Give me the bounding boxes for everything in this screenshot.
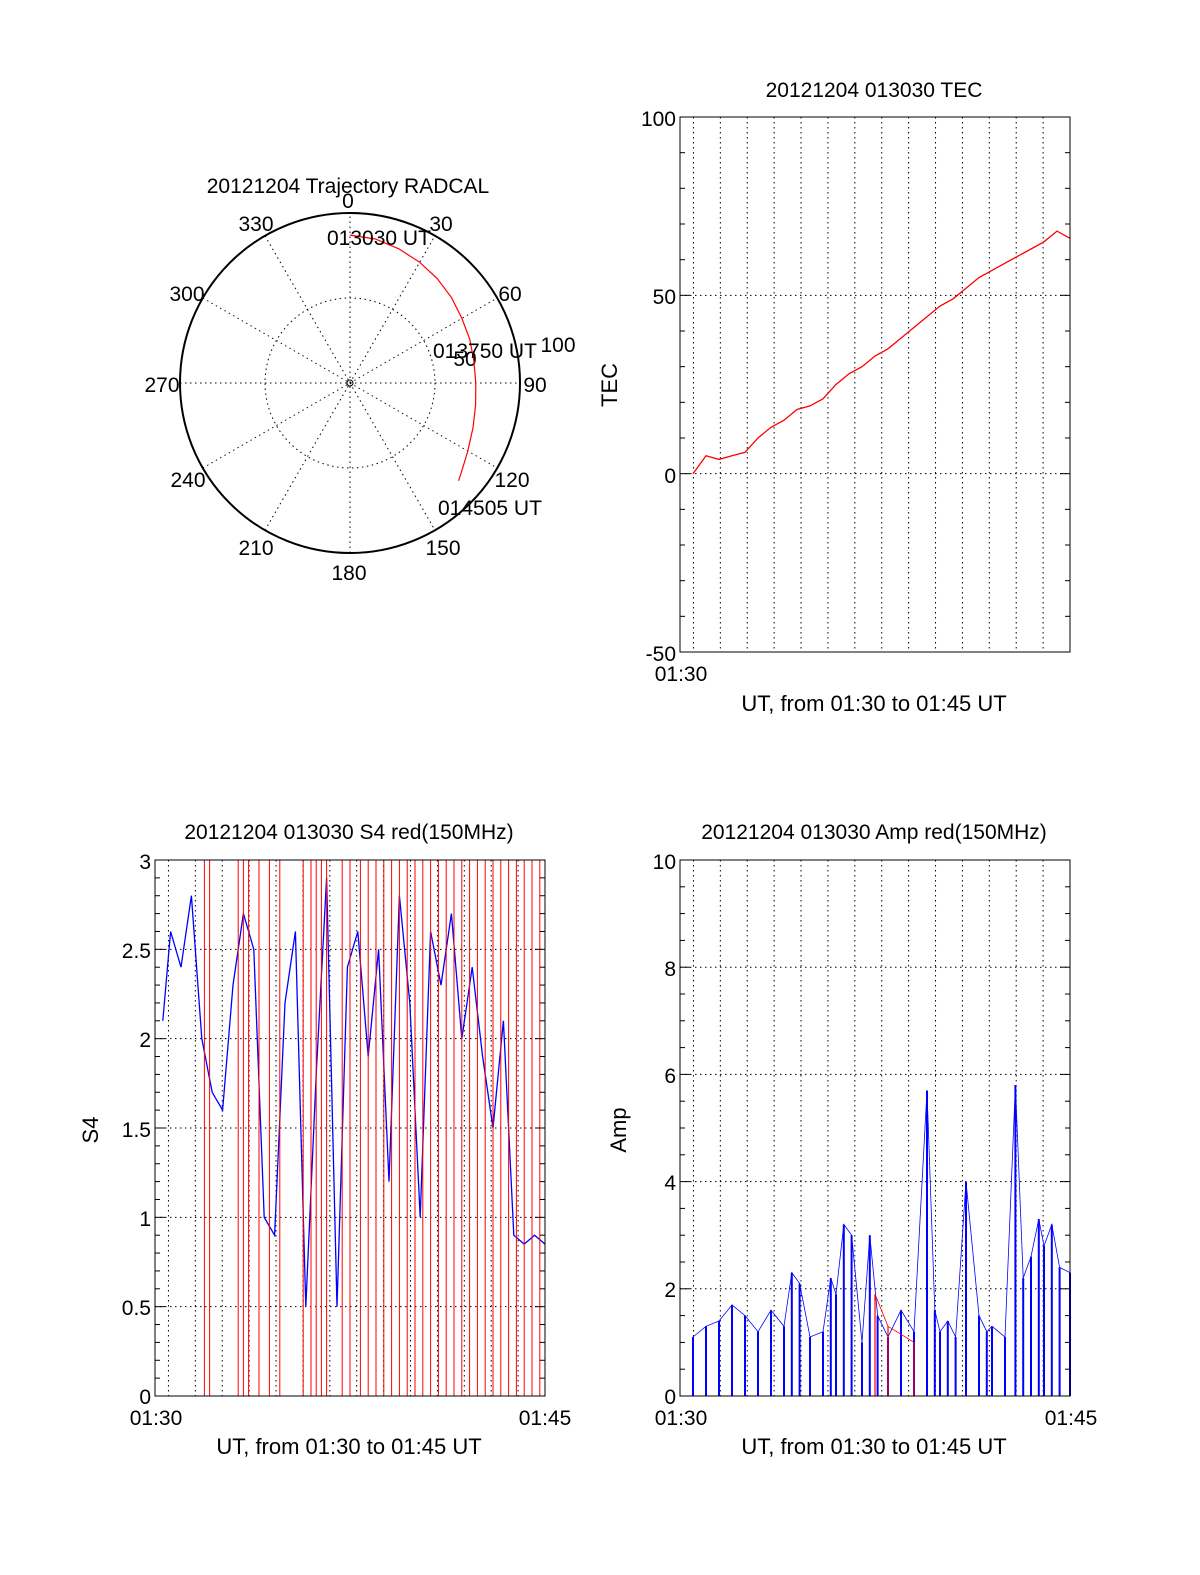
amp-ytick-10: 10 [653, 851, 676, 874]
polar-track [349, 234, 477, 481]
angle-tick-300: 300 [169, 283, 204, 306]
tec-ticks [680, 116, 1070, 653]
amp-series-line-1 [874, 1294, 915, 1343]
amp-ylabel: Amp [606, 1107, 631, 1152]
s4-ylabel: S4 [78, 1117, 103, 1144]
angle-tick-180: 180 [331, 562, 366, 585]
amp-title: 20121204 013030 Amp red(150MHz) [701, 821, 1047, 844]
amp-ytick-2: 2 [664, 1279, 676, 1302]
s4-ytick-1-5: 1.5 [122, 1119, 151, 1142]
angle-tick-150: 150 [425, 537, 460, 560]
angle-tick-60: 60 [498, 283, 521, 306]
amp-ytick-6: 6 [664, 1065, 676, 1088]
amp-plot: 20121204 013030 Amp red(150MHz) 0 2 4 6 … [606, 821, 1097, 1459]
s4-ytick-2-5: 2.5 [122, 940, 151, 963]
angle-tick-30: 30 [429, 213, 452, 236]
tec-series [692, 230, 1071, 475]
tec-ytick-neg50: -50 [646, 643, 676, 666]
s4-title: 20121204 013030 S4 red(150MHz) [184, 821, 513, 844]
annotation-start-time: 013030 UT [327, 227, 431, 250]
s4-series-line-0 [162, 877, 546, 1307]
amp-xtick-0145: 01:45 [1045, 1407, 1098, 1430]
angle-tick-330: 330 [238, 213, 273, 236]
amp-series-line-0 [692, 1085, 1071, 1343]
s4-xlabel: UT, from 01:30 to 01:45 UT [216, 1434, 481, 1459]
tec-ytick-0: 0 [664, 465, 676, 488]
tec-title: 20121204 013030 TEC [766, 79, 983, 102]
amp-series [692, 1085, 1071, 1396]
s4-ytick-3: 3 [139, 851, 151, 874]
annotation-end-time: 014505 UT [438, 497, 542, 520]
s4-ytick-0-5: 0.5 [122, 1297, 151, 1320]
amp-xlabel: UT, from 01:30 to 01:45 UT [741, 1434, 1006, 1459]
polar-title: 20121204 Trajectory RADCAL [207, 175, 490, 198]
angle-tick-90: 90 [523, 374, 546, 397]
s4-xtick-0145: 01:45 [519, 1407, 572, 1430]
tec-grid [680, 117, 1070, 652]
tec-ytick-100: 100 [641, 108, 676, 131]
s4-ytick-0: 0 [139, 1386, 151, 1409]
tec-xtick-0130: 01:30 [655, 663, 708, 686]
tec-xlabel: UT, from 01:30 to 01:45 UT [741, 691, 1006, 716]
amp-xtick-0130: 01:30 [655, 1407, 708, 1430]
tec-series-line-0 [692, 230, 1071, 475]
polar-spoke-150 [264, 235, 436, 531]
s4-ytick-2: 2 [139, 1029, 151, 1052]
angle-tick-210: 210 [238, 537, 273, 560]
amp-ytick-0: 0 [664, 1386, 676, 1409]
tec-plot: 20121204 013030 TEC 100 50 0 -50 01:30 U… [597, 79, 1071, 716]
radial-tick-50: 50 [453, 348, 476, 371]
tec-axes-frame [679, 116, 1071, 653]
radial-tick-100: 100 [540, 334, 575, 357]
trajectory-polar-plot: 20121204 Trajectory RADCAL 0 30 60 90 12… [144, 175, 575, 585]
polar-center [346, 379, 354, 387]
s4-ticks [155, 859, 545, 1397]
amp-ytick-4: 4 [664, 1172, 676, 1195]
tec-ylabel: TEC [597, 363, 622, 407]
s4-plot: 20121204 013030 S4 red(150MHz) 0 0.5 1 1… [78, 821, 571, 1459]
angle-tick-120: 120 [494, 469, 529, 492]
polar-track-line-0 [349, 234, 477, 481]
polar-spokes [180, 213, 520, 553]
annotation-mid-time: 013750 UT [433, 340, 537, 363]
s4-xtick-0130: 01:30 [130, 1407, 183, 1430]
angle-tick-270: 270 [144, 374, 179, 397]
angle-tick-240: 240 [170, 469, 205, 492]
s4-ytick-1: 1 [139, 1208, 151, 1231]
tec-ytick-50: 50 [653, 286, 676, 309]
amp-ytick-8: 8 [664, 958, 676, 981]
angle-tick-0: 0 [342, 190, 354, 213]
amp-ticks [680, 859, 1070, 1397]
